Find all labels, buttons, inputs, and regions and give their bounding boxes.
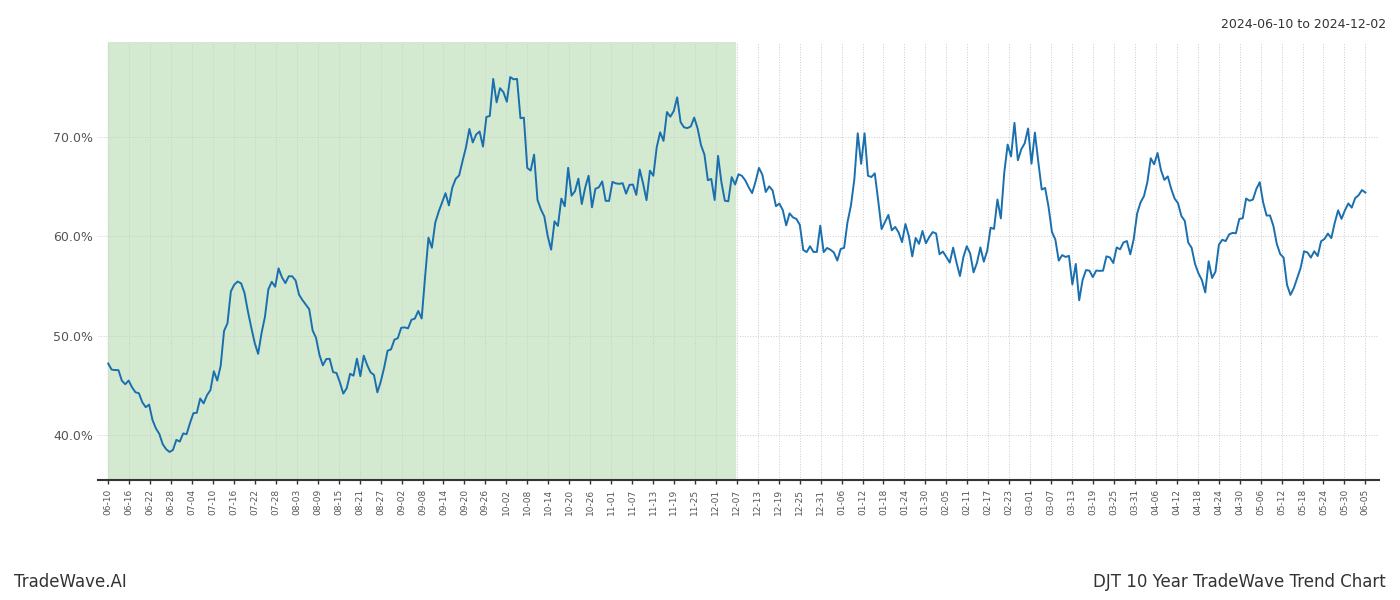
Text: DJT 10 Year TradeWave Trend Chart: DJT 10 Year TradeWave Trend Chart xyxy=(1093,573,1386,591)
Bar xyxy=(108,42,735,480)
Text: TradeWave.AI: TradeWave.AI xyxy=(14,573,127,591)
Text: 2024-06-10 to 2024-12-02: 2024-06-10 to 2024-12-02 xyxy=(1221,18,1386,31)
